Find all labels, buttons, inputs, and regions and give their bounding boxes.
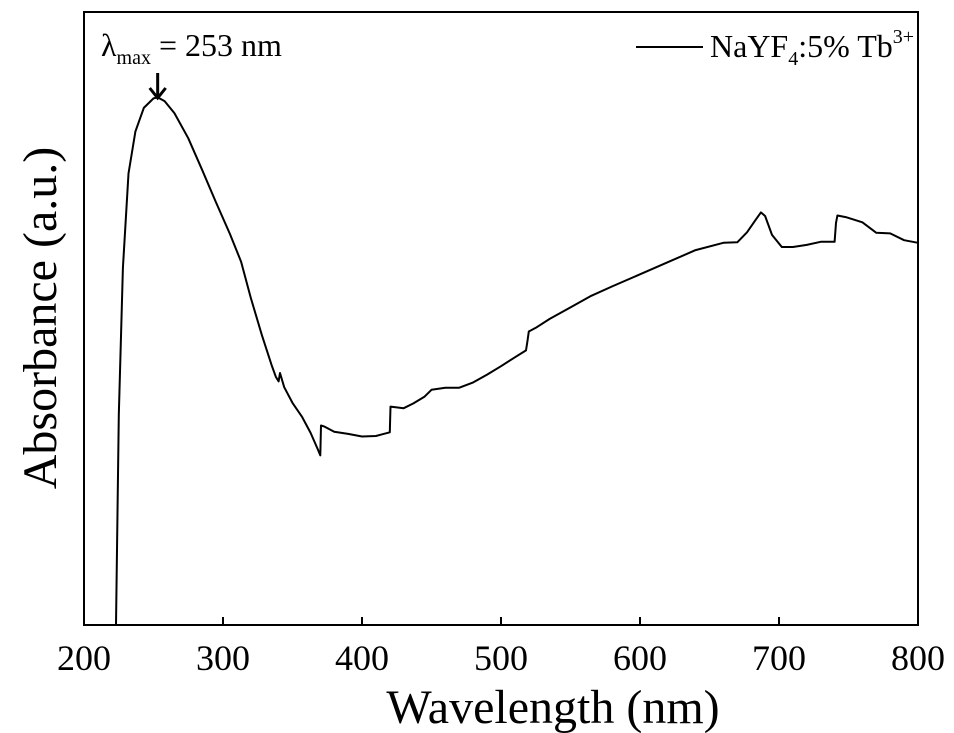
x-tick-labels: 200 300 400 500 600 700 800 [57,638,945,678]
x-tick-label: 500 [474,638,528,678]
x-tick-label: 300 [196,638,250,678]
series-line-nayf4 [115,96,919,626]
x-tick-label: 600 [613,638,667,678]
legend: NaYF4:5% Tb3+ [636,26,914,70]
x-ticks [83,617,919,625]
x-axis-label: Wavelength (nm) [386,681,719,733]
x-tick-label: 200 [57,638,111,678]
peak-arrow-icon [148,73,167,101]
x-tick-label: 400 [335,638,389,678]
x-tick-label: 800 [891,638,945,678]
peak-annotation-text: λmax = 253 nm [101,27,282,69]
legend-label: NaYF4:5% Tb3+ [710,26,914,70]
x-tick-label: 700 [752,638,806,678]
peak-annotation: λmax = 253 nm [101,27,282,101]
y-axis-label: Absorbance (a.u.) [14,147,67,490]
plot-frame [83,11,919,626]
